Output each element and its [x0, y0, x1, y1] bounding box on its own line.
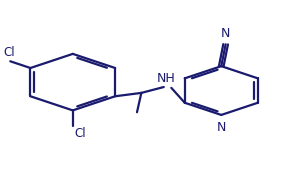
Text: Cl: Cl — [3, 46, 15, 59]
Text: N: N — [217, 121, 226, 134]
Text: Cl: Cl — [74, 127, 86, 140]
Text: N: N — [221, 27, 230, 40]
Text: NH: NH — [157, 72, 176, 85]
